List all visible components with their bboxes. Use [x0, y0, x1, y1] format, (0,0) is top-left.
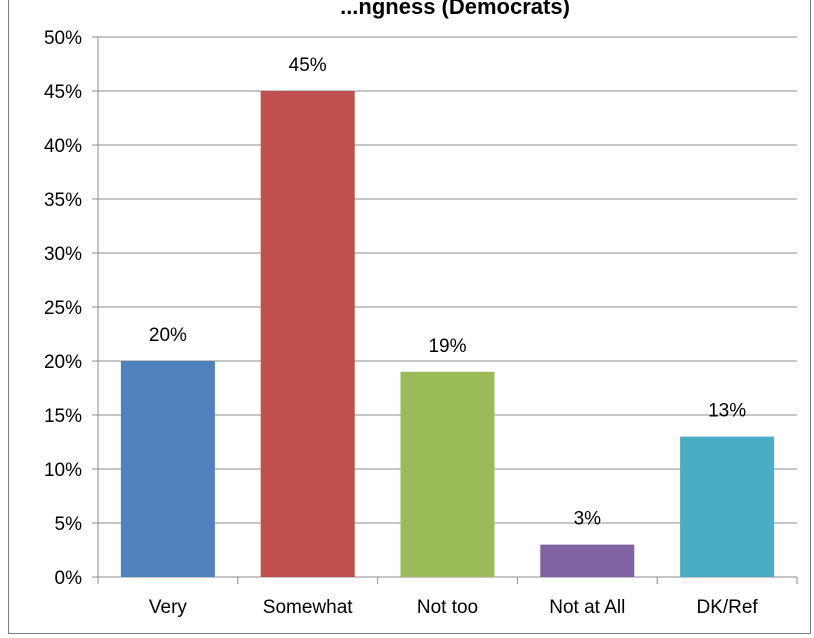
bar-not-too: [401, 372, 495, 577]
x-tick-label: DK/Ref: [696, 597, 758, 618]
data-label: 13%: [708, 401, 746, 422]
bar-not-at-all: [540, 545, 634, 577]
y-tick-label: 5%: [55, 514, 83, 535]
bar-very: [121, 361, 215, 577]
y-tick-label: 25%: [44, 298, 82, 319]
y-tick-label: 35%: [44, 190, 82, 211]
y-tick-label: 20%: [44, 352, 82, 373]
x-tick-label: Very: [149, 597, 188, 618]
data-label: 19%: [428, 336, 466, 357]
data-label: 45%: [289, 55, 327, 76]
x-tick-label: Somewhat: [263, 597, 353, 618]
y-tick-label: 0%: [55, 568, 83, 589]
chart-title: ...ngness (Democrats): [340, 0, 570, 19]
y-tick-label: 45%: [44, 82, 82, 103]
x-tick-label: Not too: [417, 597, 478, 618]
data-label: 3%: [574, 509, 602, 530]
x-axis: Very Somewhat Not too Not at All DK/Ref: [98, 577, 797, 618]
data-label: 20%: [149, 325, 187, 346]
bar-dk-ref: [680, 437, 774, 577]
y-tick-label: 30%: [44, 244, 82, 265]
y-axis: 0% 5% 10% 15% 20% 25% 30% 35% 40% 45% 50%: [44, 28, 98, 589]
y-tick-label: 15%: [44, 406, 82, 427]
y-tick-label: 10%: [44, 460, 82, 481]
y-tick-label: 40%: [44, 136, 82, 157]
x-tick-label: Not at All: [549, 597, 625, 618]
y-tick-label: 50%: [44, 28, 82, 49]
bar-somewhat: [261, 91, 355, 577]
bars: [121, 91, 774, 577]
